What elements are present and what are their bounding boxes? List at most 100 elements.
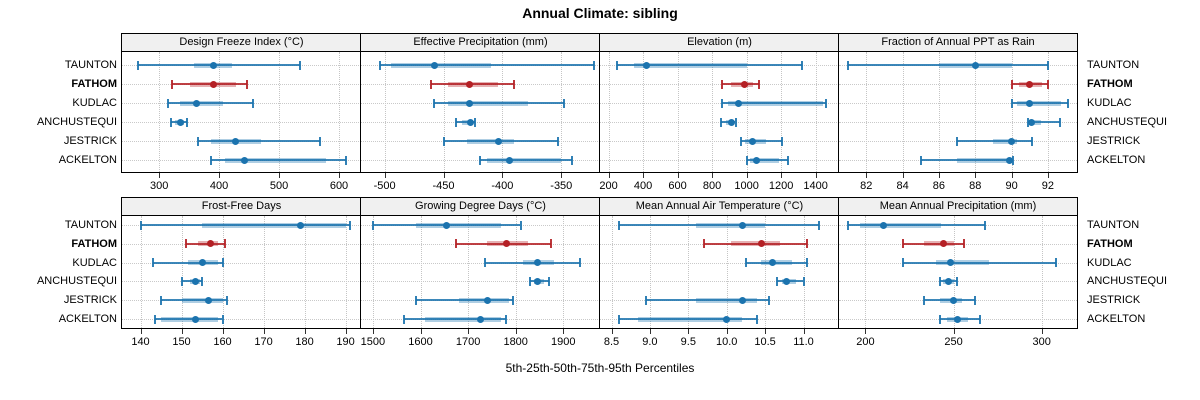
whisker-cap (221, 258, 224, 268)
site-label-right: KUDLAC (1087, 97, 1132, 109)
whisker-cap (170, 79, 173, 89)
whisker-cap (956, 136, 959, 146)
whisker-cap (721, 79, 724, 89)
whisker-cap (757, 79, 760, 89)
panel-title: Fraction of Annual PPT as Rain (881, 36, 1035, 48)
whisker-line (848, 64, 1048, 66)
gridline-vertical (688, 216, 690, 328)
gridline-vertical (611, 216, 613, 328)
axis-tick (726, 329, 728, 334)
axis-tick (420, 329, 422, 334)
axis-tick (688, 329, 690, 334)
chart-title: Annual Climate: sibling (522, 5, 678, 21)
median-dot (483, 296, 491, 304)
panel-plot (122, 216, 361, 328)
median-dot (643, 61, 651, 69)
site-label-right: TAUNTON (1087, 59, 1140, 71)
axis-tick (815, 173, 817, 178)
whisker-line (646, 299, 769, 302)
axis-tick (561, 173, 563, 178)
axis-tick-label: 86 (932, 180, 946, 192)
panel-1: Design Freeze Index (°C) (121, 33, 361, 173)
whisker-cap (548, 276, 550, 286)
gridline-vertical (953, 216, 955, 328)
panel-8: Mean Annual Precipitation (mm) (838, 197, 1078, 329)
axis-tick-label: 10.5 (754, 336, 776, 348)
median-dot (738, 296, 746, 304)
whisker-line (722, 102, 827, 104)
row-guide (600, 281, 839, 283)
median-dot (192, 277, 200, 285)
whisker-line (902, 242, 965, 245)
whisker-cap (1030, 136, 1033, 146)
gridline-vertical (443, 52, 445, 172)
gridline-vertical (181, 216, 183, 328)
median-dot (467, 118, 475, 126)
whisker-cap (556, 136, 559, 146)
axis-tick-label: -450 (432, 180, 455, 192)
site-label-left: KUDLAC (72, 256, 117, 269)
whisker-line (379, 64, 595, 66)
axis-tick-label: -500 (373, 180, 396, 192)
whisker-cap (901, 258, 904, 268)
median-dot (1006, 156, 1014, 164)
axis-tick (140, 329, 142, 334)
whisker-cap (739, 136, 742, 146)
whisker-cap (938, 314, 941, 324)
row-guide (122, 319, 361, 320)
median-dot (741, 80, 749, 88)
median-dot (465, 80, 473, 88)
row-guide (600, 262, 839, 264)
whisker-cap (1026, 117, 1029, 127)
gridline-vertical (1011, 52, 1013, 172)
panel-plot (600, 216, 839, 328)
whisker-cap (744, 258, 747, 268)
panel-header: Effective Precipitation (mm) (361, 34, 600, 52)
gridline-vertical (345, 216, 347, 328)
whisker-cap (817, 220, 820, 230)
panel-title: Design Freeze Index (°C) (179, 36, 304, 48)
axis-tick (181, 329, 183, 334)
whisker-cap (593, 60, 596, 70)
whisker-cap (562, 98, 565, 108)
axis-tick-label: 84 (896, 180, 909, 192)
row-guide (122, 262, 361, 264)
gridline-vertical (304, 216, 306, 328)
panel-header: Fraction of Annual PPT as Rain (839, 34, 1077, 52)
site-label-right: JESTRICK (1087, 135, 1141, 147)
median-dot (198, 259, 206, 267)
whisker-line (161, 299, 227, 302)
whisker-cap (1054, 258, 1057, 268)
panel-6: Growing Degree Days (°C) (360, 197, 600, 329)
axis-tick-label: 140 (131, 336, 150, 348)
whisker-cap (210, 155, 213, 165)
gridline-vertical (765, 216, 767, 328)
panel-axis: 82 84 86 88 90 92 (839, 173, 1077, 195)
axis-tick-label: 400 (209, 180, 229, 192)
axis-tick (515, 329, 517, 334)
whisker-line (957, 140, 1032, 142)
site-label-right: KUDLAC (1087, 256, 1132, 269)
gridline-vertical (815, 52, 817, 172)
whisker-cap (519, 220, 522, 230)
site-label-right: TAUNTON (1087, 219, 1140, 231)
whisker-cap (251, 98, 254, 108)
panel-header: Frost-Free Days (122, 198, 361, 216)
median-dot (204, 296, 212, 304)
median-dot (950, 296, 958, 304)
whisker-cap (299, 60, 302, 70)
whisker-cap (616, 60, 619, 70)
panel-axis: -500 -450 -400 -350 (361, 173, 599, 195)
panel-4: Fraction of Annual PPT as Rain (838, 33, 1078, 173)
gridline-vertical (561, 52, 563, 172)
axis-tick-label: 400 (633, 180, 653, 192)
whisker-line (168, 102, 253, 104)
whisker-cap (479, 155, 481, 165)
axis-tick-label: 1400 (803, 180, 828, 192)
axis-tick-label: 10.0 (715, 336, 738, 348)
median-dot (533, 277, 541, 285)
whisker-cap (1046, 60, 1049, 70)
gridline-vertical (1047, 52, 1049, 172)
whisker-cap (645, 295, 648, 305)
